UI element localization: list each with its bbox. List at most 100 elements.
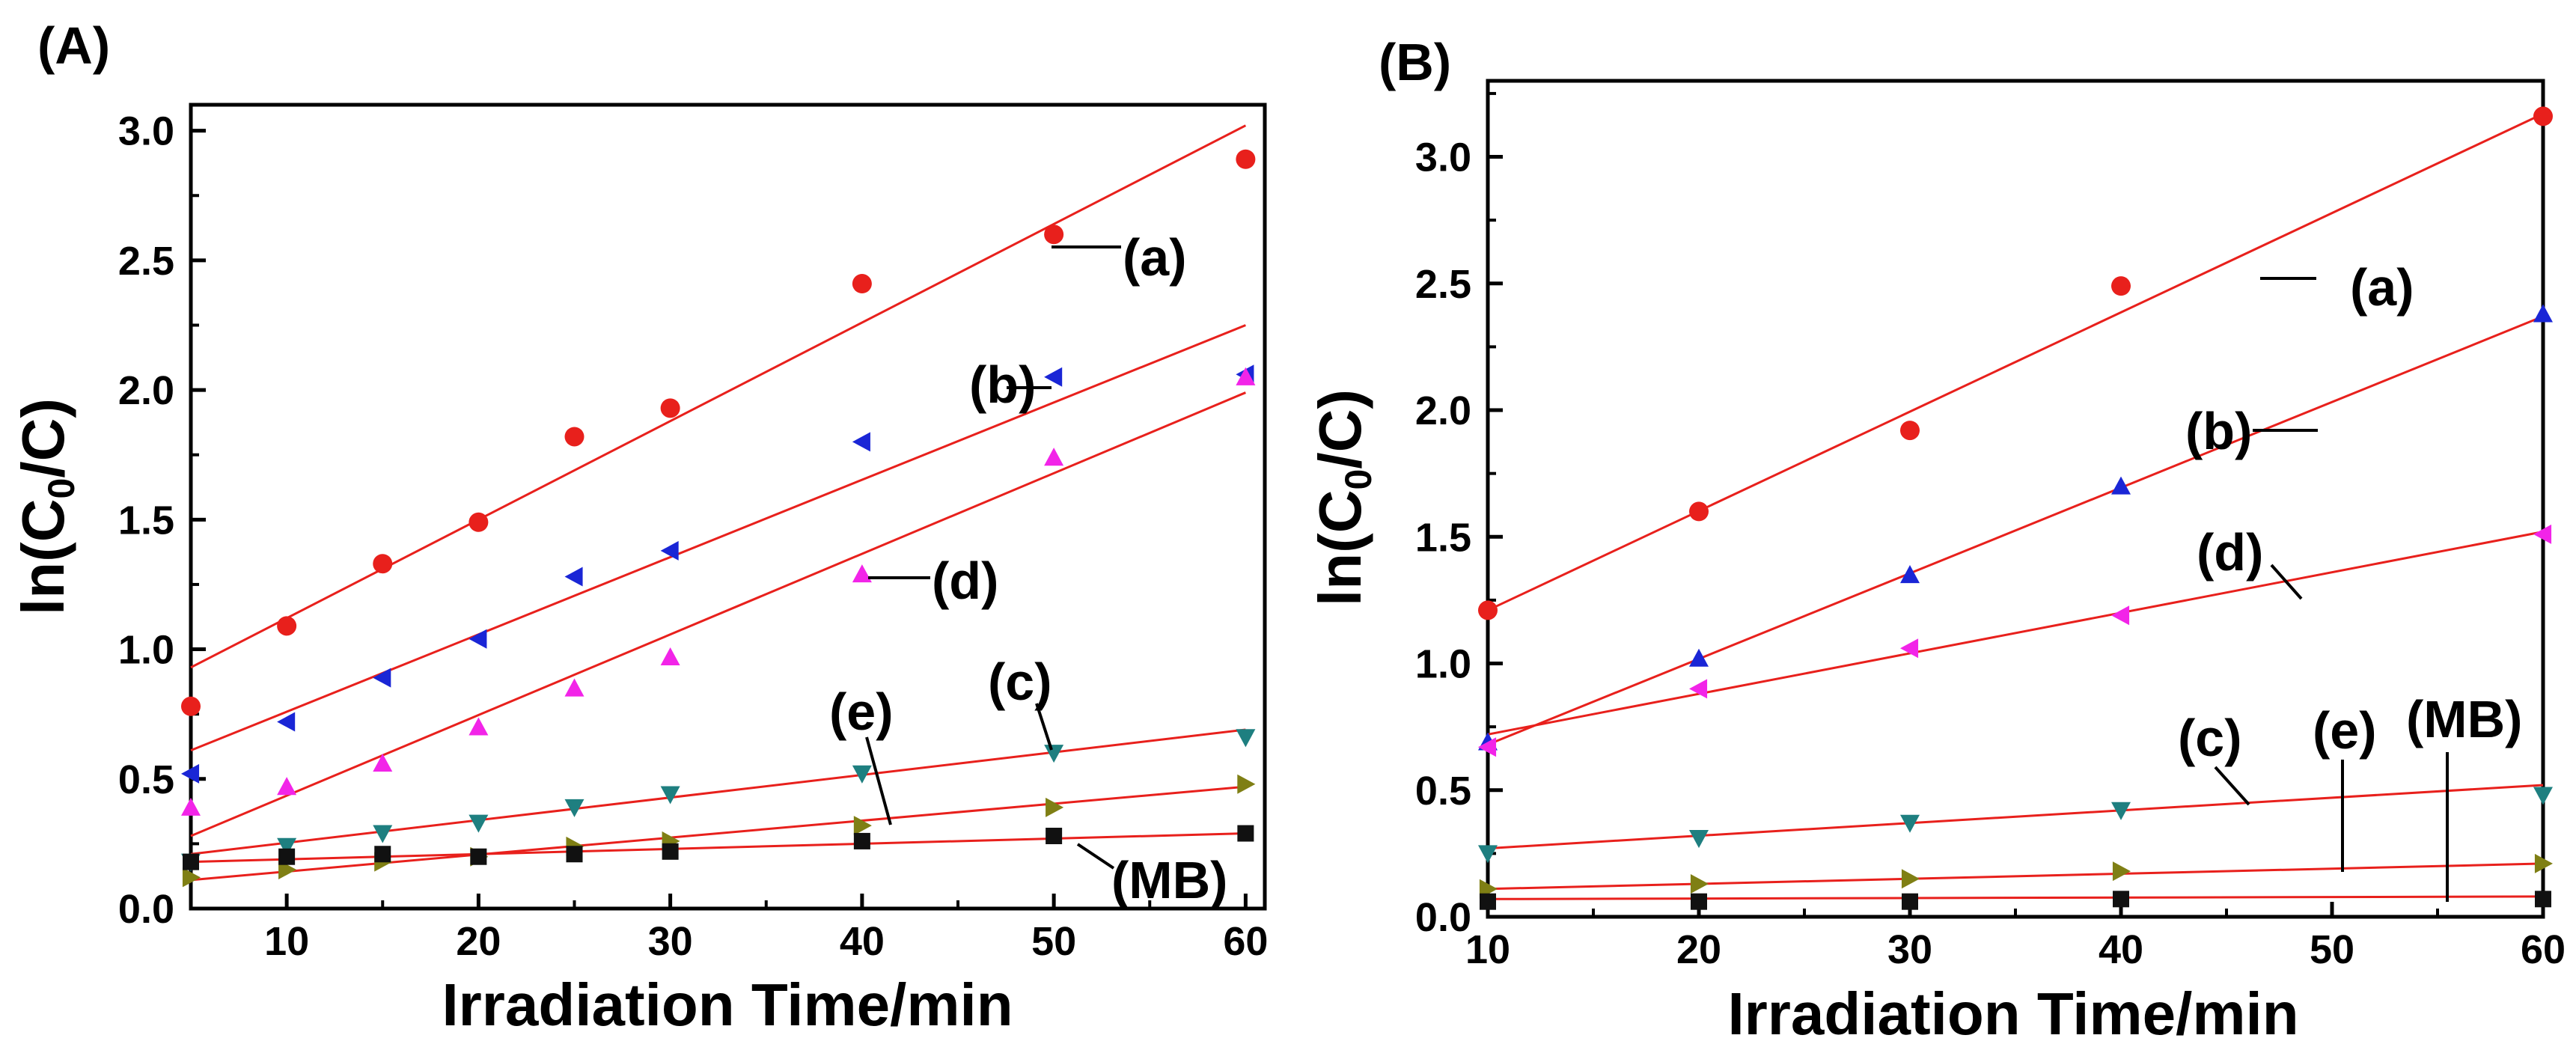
- x-tick-label: 10: [1465, 927, 1510, 972]
- x-tick-label: 30: [1887, 927, 1932, 972]
- curve-label: (c): [2178, 709, 2242, 767]
- panel-label: (B): [1379, 33, 1451, 91]
- data-point: [660, 398, 680, 418]
- y-tick-label: 2.0: [1415, 388, 1471, 433]
- data-point: [2533, 524, 2552, 544]
- annotation-leader: [2270, 564, 2303, 600]
- data-point: [1689, 830, 1709, 849]
- data-point: [468, 717, 489, 736]
- fit-line-1: [190, 324, 1246, 752]
- data-point: [468, 814, 489, 833]
- y-tick-label: 3.0: [118, 109, 174, 154]
- fit-line-3: [1487, 784, 2544, 850]
- y-tick-label: 1.5: [1415, 515, 1471, 560]
- data-point: [182, 867, 201, 888]
- data-point: [1689, 679, 1708, 699]
- data-point: [181, 797, 201, 816]
- chart-panel-a: (A) 10 20 30 40 50 60 0.0 0.5 1.0 1.5 2.0 2.5 3.0 Irra…: [10, 16, 1268, 1038]
- data-point: [181, 763, 200, 784]
- data-point: [374, 846, 391, 863]
- y-tick-label: 2.5: [118, 239, 174, 284]
- fit-line-4: [190, 785, 1246, 882]
- plot-frame: [189, 103, 1267, 911]
- x-tick-label: 60: [1223, 919, 1268, 964]
- data-point: [1478, 737, 1497, 757]
- panel-label: (A): [37, 16, 110, 75]
- data-point: [852, 564, 872, 583]
- data-point: [277, 777, 297, 796]
- data-point: [183, 853, 199, 870]
- x-tick-label: 20: [1676, 927, 1721, 972]
- y-tick-label: 1.0: [1415, 642, 1471, 687]
- annotation-leader: [2214, 766, 2250, 806]
- y-tick-label: 0.5: [118, 757, 174, 802]
- data-point: [2533, 304, 2553, 323]
- data-point: [1480, 893, 1496, 910]
- data-point: [564, 567, 583, 587]
- annotation-leader: [1076, 843, 1115, 870]
- fit-line-4: [1487, 862, 2544, 891]
- data-point: [2111, 802, 2131, 820]
- y-tick-label: 2.0: [118, 368, 174, 413]
- x-axis-title: Irradiation Time/min: [1727, 980, 2298, 1047]
- y-axis-title-subscript: 0: [40, 478, 82, 499]
- data-point: [1691, 893, 1707, 910]
- curve-label: (d): [932, 552, 998, 610]
- data-point: [1237, 774, 1256, 794]
- data-point: [1236, 149, 1256, 169]
- curve-label: (e): [2313, 701, 2377, 760]
- series-1: [181, 364, 1254, 784]
- y-axis-title-subscript: 0: [1337, 469, 1379, 490]
- data-point: [853, 832, 870, 849]
- data-point: [1900, 565, 1920, 584]
- data-point: [1044, 367, 1063, 387]
- data-point: [2111, 276, 2131, 296]
- x-tick-label: 20: [456, 919, 501, 964]
- y-tick-label: 0.0: [118, 887, 174, 932]
- data-point: [278, 848, 296, 865]
- data-point: [1237, 825, 1254, 842]
- data-point: [1690, 873, 1709, 894]
- series-2: [181, 367, 1256, 816]
- data-point: [852, 274, 872, 294]
- x-tick-label: 40: [840, 919, 885, 964]
- y-axis-title-prefix: ln(C: [1307, 489, 1373, 606]
- curve-label: (d): [2197, 523, 2263, 582]
- series-1: [1478, 304, 2553, 751]
- data-point: [277, 837, 297, 856]
- x-tick-label: 50: [1031, 919, 1076, 964]
- series-0: [1478, 106, 2553, 620]
- data-point: [852, 765, 872, 784]
- data-point: [660, 786, 680, 805]
- fit-line-2: [1487, 531, 2544, 736]
- data-point: [2533, 787, 2553, 805]
- data-point: [2533, 106, 2553, 126]
- fit-line-0: [1487, 112, 2544, 611]
- series-5: [183, 825, 1254, 870]
- data-point: [373, 554, 393, 574]
- y-tick-label: 0.5: [1415, 769, 1471, 814]
- data-point: [2111, 605, 2130, 626]
- annotation-leader: [865, 736, 892, 825]
- chart-panel-b: (B) 10 20 30 40 50 60 0.0 0.5 1.0 1.5 2.0 2.5 3.0 Irra…: [1307, 33, 2566, 1047]
- data-point: [2534, 853, 2553, 873]
- data-point: [660, 647, 680, 665]
- y-axis-title-suffix: /C): [1307, 389, 1373, 469]
- x-tick-label: 60: [2521, 927, 2566, 972]
- series-2: [1478, 524, 2552, 757]
- data-point: [2535, 891, 2551, 908]
- data-point: [373, 825, 393, 843]
- fit-line-5: [190, 832, 1246, 864]
- data-point: [373, 668, 391, 688]
- data-point: [1901, 869, 1920, 889]
- data-point: [1478, 600, 1498, 620]
- data-point: [564, 678, 585, 697]
- x-tick-label: 10: [264, 919, 309, 964]
- curve-label: (c): [988, 653, 1052, 711]
- fit-line-3: [190, 728, 1246, 855]
- fit-line-0: [190, 124, 1247, 669]
- curve-label: (a): [2350, 258, 2414, 317]
- series-3: [1478, 787, 2553, 864]
- data-point: [853, 816, 872, 836]
